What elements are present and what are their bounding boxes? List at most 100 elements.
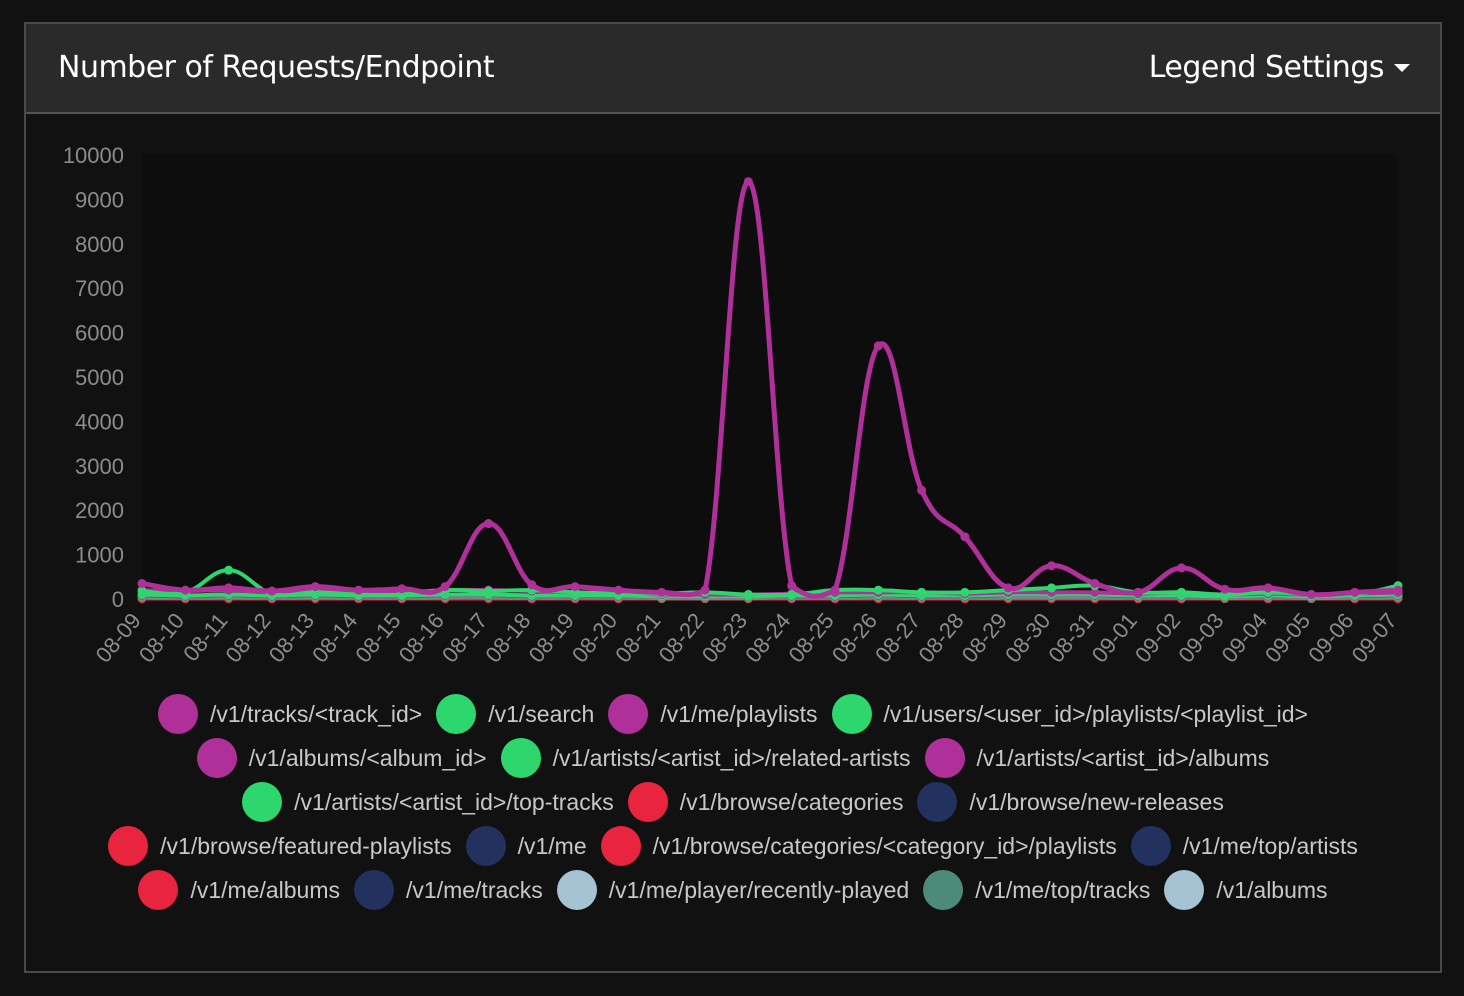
x-tick-label: 09-05 — [1260, 608, 1315, 667]
data-point[interactable] — [1133, 587, 1143, 597]
x-tick-label: 08-17 — [437, 608, 492, 667]
legend-label: /v1/artists/<artist_id>/albums — [976, 744, 1270, 771]
data-point[interactable] — [1350, 587, 1360, 597]
data-point[interactable] — [1176, 563, 1186, 573]
legend-label: /v1/me/albums — [190, 876, 341, 903]
data-point[interactable] — [570, 582, 580, 592]
legend-label: /v1/artists/<artist_id>/top-tracks — [294, 788, 614, 815]
legend-item[interactable]: /v1/browse/categories/<category_id>/play… — [600, 826, 1117, 866]
legend-item[interactable]: /v1/artists/<artist_id>/top-tracks — [242, 782, 614, 822]
legend-swatch — [436, 694, 477, 734]
x-tick-label: 08-22 — [654, 608, 709, 667]
y-tick-label: 7000 — [75, 276, 124, 301]
data-point[interactable] — [743, 590, 753, 600]
data-point[interactable] — [917, 485, 927, 495]
legend-item[interactable]: /v1/tracks/<track_id> — [158, 694, 422, 734]
legend-item[interactable]: /v1/artists/<artist_id>/albums — [924, 738, 1270, 778]
data-point[interactable] — [224, 565, 234, 575]
legend-settings-dropdown[interactable]: Legend Settings — [1149, 50, 1410, 85]
data-point[interactable] — [1047, 583, 1057, 593]
legend-item[interactable]: /v1/albums/<album_id> — [196, 738, 487, 778]
data-point[interactable] — [960, 532, 970, 542]
data-point[interactable] — [960, 587, 970, 597]
legend-item[interactable]: /v1/search — [436, 694, 594, 734]
legend-swatch — [1130, 826, 1171, 866]
data-point[interactable] — [137, 586, 147, 596]
x-tick-label: 08-20 — [567, 608, 622, 667]
data-point[interactable] — [1090, 578, 1100, 588]
data-point[interactable] — [483, 586, 493, 596]
legend-label: /v1/browse/featured-playlists — [160, 832, 452, 859]
data-point[interactable] — [830, 585, 840, 595]
data-point[interactable] — [787, 590, 797, 600]
legend-label: /v1/me/tracks — [406, 876, 543, 903]
data-point[interactable] — [137, 578, 147, 588]
data-point[interactable] — [613, 585, 623, 595]
data-point[interactable] — [180, 585, 190, 595]
legend-swatch — [924, 738, 965, 778]
data-point[interactable] — [440, 582, 450, 592]
x-tick-label: 08-26 — [827, 608, 882, 667]
chevron-down-icon — [1394, 63, 1410, 72]
y-tick-label: 5000 — [75, 365, 124, 390]
data-point[interactable] — [1306, 590, 1316, 600]
series-line — [141, 179, 1399, 599]
data-point[interactable] — [527, 580, 537, 590]
legend-item[interactable]: /v1/artists/<artist_id>/related-artists — [500, 738, 911, 778]
y-tick-label: 1000 — [75, 543, 124, 568]
data-point[interactable] — [1263, 583, 1273, 593]
data-point[interactable] — [787, 581, 797, 591]
data-point[interactable] — [1176, 587, 1186, 597]
legend-item[interactable]: /v1/users/<user_id>/playlists/<playlist_… — [831, 694, 1308, 734]
legend-item[interactable]: /v1/me/albums — [138, 870, 340, 910]
x-tick-label: 08-18 — [480, 608, 535, 667]
legend-item[interactable]: /v1/albums — [1164, 870, 1328, 910]
legend-item[interactable]: /v1/me/top/artists — [1130, 826, 1358, 866]
data-point[interactable] — [743, 177, 753, 187]
data-point[interactable] — [354, 585, 364, 595]
legend-row: /v1/tracks/<track_id> /v1/search/v1/me/pl… — [26, 692, 1440, 736]
panel-title: Number of Requests/Endpoint — [58, 50, 495, 85]
data-point[interactable] — [310, 582, 320, 592]
data-point[interactable] — [267, 586, 277, 596]
legend-row: /v1/me/albums/v1/me/tracks/v1/me/player/… — [26, 868, 1440, 912]
legend-row: /v1/albums/<album_id> /v1/artists/<artist… — [26, 736, 1440, 780]
legend-label: /v1/me — [517, 832, 587, 859]
legend-label: /v1/me/player/recently-played — [608, 876, 910, 903]
legend-item[interactable]: /v1/browse/featured-playlists — [108, 826, 452, 866]
x-tick-label: 08-15 — [350, 608, 405, 667]
data-point[interactable] — [873, 585, 883, 595]
x-tick-label: 09-01 — [1087, 608, 1142, 667]
x-tick-label: 09-02 — [1130, 608, 1185, 667]
data-point[interactable] — [1393, 585, 1403, 595]
data-point[interactable] — [657, 587, 667, 597]
x-tick-label: 08-14 — [307, 608, 362, 667]
data-point[interactable] — [1047, 561, 1057, 571]
legend-item[interactable]: /v1/me/tracks — [354, 870, 543, 910]
legend-item[interactable]: /v1/me/player/recently-played — [556, 870, 910, 910]
data-point[interactable] — [1090, 587, 1100, 597]
legend-item[interactable]: /v1/browse/categories — [627, 782, 903, 822]
y-tick-label: 4000 — [75, 409, 124, 434]
data-point[interactable] — [873, 341, 883, 351]
legend-swatch — [556, 870, 597, 910]
legend-item[interactable]: /v1/browse/new-releases — [917, 782, 1224, 822]
data-point[interactable] — [224, 583, 234, 593]
legend-item[interactable]: /v1/me/top/tracks — [923, 870, 1150, 910]
legend-item[interactable]: /v1/me/playlists — [608, 694, 818, 734]
data-point[interactable] — [483, 519, 493, 529]
data-point[interactable] — [397, 584, 407, 594]
legend-swatch — [108, 826, 149, 866]
legend-item[interactable]: /v1/me — [465, 826, 587, 866]
y-tick-label: 8000 — [75, 232, 124, 257]
legend-row: /v1/artists/<artist_id>/top-tracks/v1/br… — [26, 780, 1440, 824]
data-point[interactable] — [917, 587, 927, 597]
x-tick-label: 08-25 — [783, 608, 838, 667]
x-tick-label: 09-06 — [1303, 608, 1358, 667]
legend-label: /v1/tracks/<track_id> — [210, 700, 423, 727]
y-tick-label: 3000 — [75, 454, 124, 479]
data-point[interactable] — [1003, 583, 1013, 593]
data-point[interactable] — [1220, 584, 1230, 594]
x-tick-label: 08-12 — [220, 608, 275, 667]
data-point[interactable] — [700, 585, 710, 595]
